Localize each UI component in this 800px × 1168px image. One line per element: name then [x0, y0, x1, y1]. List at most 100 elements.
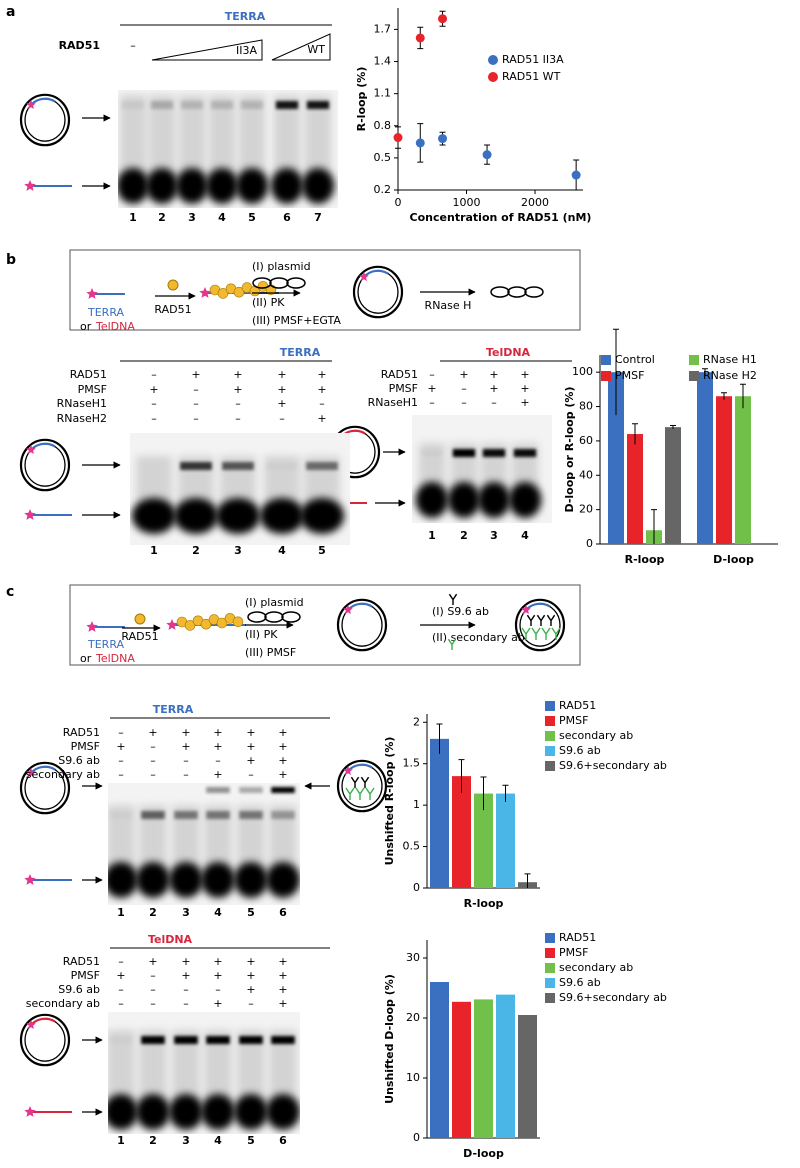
- free-probe: [447, 482, 481, 518]
- mini-plasmid: [524, 286, 544, 298]
- legend-marker: [689, 371, 699, 381]
- point: [438, 14, 448, 24]
- gel-band: [482, 449, 506, 457]
- error-bar: [651, 509, 657, 544]
- schematic-text: TERRA: [87, 638, 125, 651]
- lane-number: 6: [279, 906, 287, 919]
- sign: +: [213, 726, 222, 739]
- star: [26, 444, 36, 454]
- sign: –: [183, 997, 189, 1010]
- gel-band: [275, 101, 299, 109]
- rad51: [232, 616, 244, 628]
- legend-marker: [488, 72, 498, 82]
- antibody: [360, 776, 370, 788]
- gel-band: [239, 811, 263, 819]
- sign: –: [461, 382, 467, 395]
- sign: +: [317, 383, 326, 396]
- sign: +: [278, 754, 287, 767]
- lane-number: 6: [279, 1134, 287, 1147]
- error-bar: [524, 873, 531, 888]
- rad51: [216, 617, 228, 629]
- free-probe: [131, 498, 177, 534]
- lane-number: 5: [248, 211, 256, 224]
- schematic-text: or: [80, 652, 92, 665]
- gel-band: [271, 1036, 295, 1044]
- sign: –: [235, 412, 241, 425]
- x-tick-label: 0: [395, 196, 402, 209]
- free-probe: [175, 168, 209, 204]
- bar: [496, 793, 515, 888]
- sign: +: [277, 397, 286, 410]
- gel-band: [174, 811, 198, 819]
- antibody: [448, 593, 458, 605]
- lane-number: 4: [218, 211, 226, 224]
- y-tick-label: 0.5: [403, 840, 421, 853]
- error-bar: [740, 383, 746, 409]
- gel-band: [240, 101, 264, 109]
- lane-number: 3: [182, 906, 190, 919]
- error-bar: [702, 368, 708, 376]
- lane-number: 5: [247, 1134, 255, 1147]
- antibody: [365, 787, 375, 800]
- legend-label: RAD51 II3A: [502, 53, 564, 66]
- sign: +: [116, 969, 125, 982]
- y-tick-label: 10: [406, 1071, 420, 1084]
- legend-marker: [545, 963, 555, 973]
- gel-band: [306, 462, 338, 470]
- legend-marker: [545, 978, 555, 988]
- free-probe: [415, 482, 449, 518]
- bar: [697, 372, 713, 544]
- mini-plasmid: [507, 286, 527, 298]
- free-probe: [259, 498, 305, 534]
- sign: –: [118, 754, 124, 767]
- mini-plasmid: [247, 611, 267, 623]
- gel: [130, 433, 350, 545]
- legend-marker: [545, 701, 555, 711]
- lane-number: 4: [214, 906, 222, 919]
- free-probe: [145, 168, 179, 204]
- sign: +: [233, 368, 242, 381]
- legend-label: Control: [615, 353, 655, 366]
- free-probe: [108, 1094, 139, 1130]
- star: [24, 874, 36, 885]
- sign: –: [193, 412, 199, 425]
- legend-label: PMSF: [559, 946, 588, 959]
- antibody: [526, 614, 536, 626]
- sign: +: [278, 726, 287, 739]
- legend-label: S9.6 ab: [559, 976, 601, 989]
- error-bar: [458, 759, 465, 793]
- free-probe: [233, 1094, 269, 1130]
- sign: +: [181, 726, 190, 739]
- y-tick-label: 1.4: [374, 55, 392, 68]
- bar: [474, 999, 493, 1138]
- sign: +: [520, 396, 529, 409]
- lane-number: 1: [428, 529, 436, 542]
- sign: –: [461, 396, 467, 409]
- sign: –: [215, 983, 221, 996]
- antibody: [541, 627, 551, 640]
- sign: +: [520, 382, 529, 395]
- gel-band: [180, 462, 212, 470]
- schematic-text: (I) plasmid: [245, 596, 304, 609]
- bar: [430, 982, 449, 1138]
- lane-number: 2: [460, 529, 468, 542]
- legend-marker: [545, 933, 555, 943]
- plasmid: [336, 759, 388, 813]
- sign: +: [149, 383, 158, 396]
- antibody: [447, 638, 457, 650]
- row-label: RNaseH2: [57, 412, 107, 425]
- gel-band: [206, 787, 230, 793]
- y-tick-label: 1.1: [374, 87, 392, 100]
- row-label: RNaseH1: [368, 396, 418, 409]
- sign: –: [118, 726, 124, 739]
- antibody: [551, 627, 561, 640]
- sign: +: [213, 997, 222, 1010]
- legend-label: RAD51 WT: [502, 70, 561, 83]
- x-tick-label: D-loop: [713, 553, 754, 566]
- gel-band: [180, 101, 204, 109]
- y-tick-label: 0.8: [374, 119, 392, 132]
- bar: [627, 434, 643, 544]
- sign: +: [116, 740, 125, 753]
- point: [571, 170, 581, 180]
- sign: +: [317, 368, 326, 381]
